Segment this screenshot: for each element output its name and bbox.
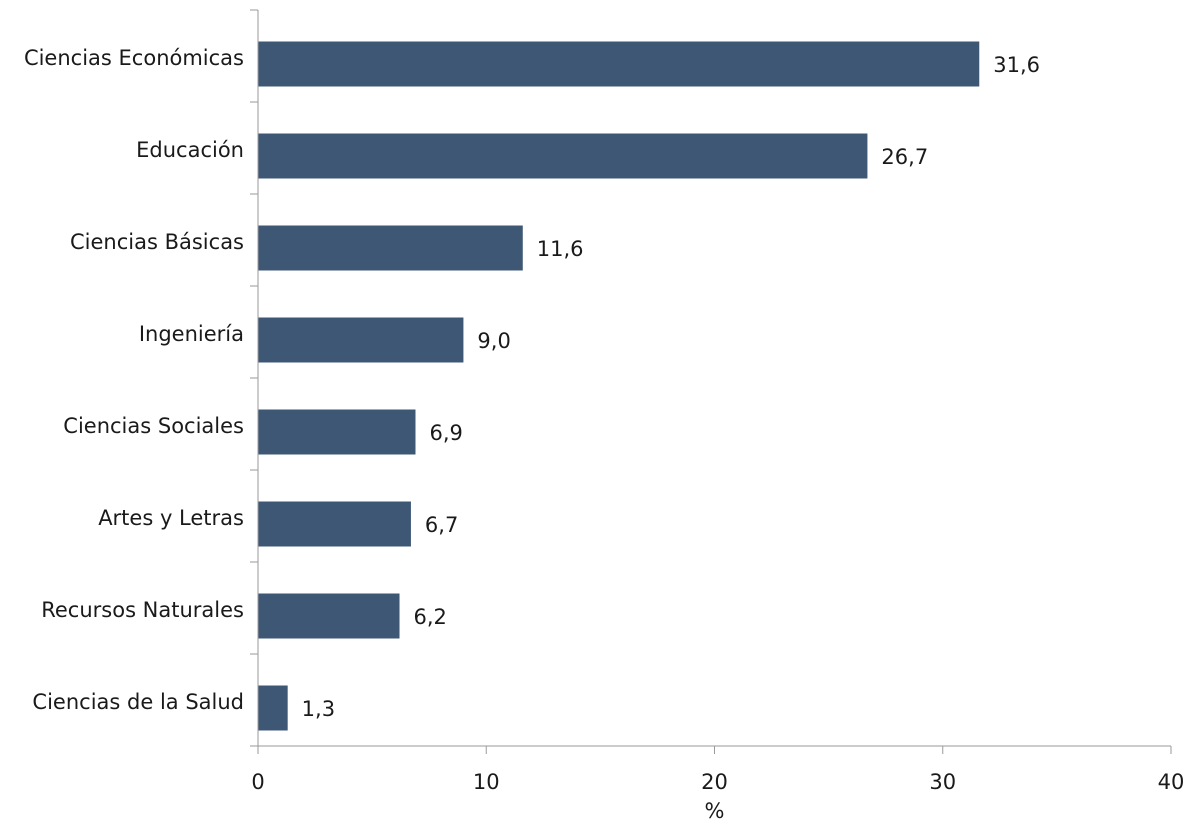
data-label: 6,9 [429, 421, 462, 445]
bar-5 [258, 409, 416, 455]
data-label: 31,6 [993, 53, 1040, 77]
labels-layer: Ciencias Económicas 31,6 Educación 26,7 Cien… [24, 46, 1184, 823]
x-tick-label: 30 [929, 770, 956, 794]
bar-6 [258, 501, 411, 547]
category-label: Ciencias de la Salud [32, 690, 244, 714]
x-tick-label: 0 [251, 770, 264, 794]
data-label: 6,2 [414, 605, 447, 629]
x-tick-label: 40 [1158, 770, 1185, 794]
category-label: Ciencias Básicas [70, 230, 244, 254]
bar-8 [258, 685, 288, 731]
data-label: 9,0 [477, 329, 510, 353]
data-label: 11,6 [537, 237, 584, 261]
data-label: 6,7 [425, 513, 458, 537]
data-label: 26,7 [881, 145, 928, 169]
x-tick-label: 20 [701, 770, 728, 794]
bar-4 [258, 317, 464, 363]
category-label: Ingeniería [139, 322, 244, 346]
x-tick-label: 10 [473, 770, 500, 794]
category-label: Ciencias Sociales [63, 414, 244, 438]
category-label: Ciencias Económicas [24, 46, 244, 70]
category-label: Recursos Naturales [41, 598, 244, 622]
bars-layer [258, 41, 980, 731]
category-label: Educación [136, 138, 244, 162]
bar-7 [258, 593, 400, 639]
bar-3 [258, 225, 523, 271]
axes-layer [250, 9, 1172, 754]
x-axis-title: % [705, 799, 725, 823]
bar-1 [258, 41, 980, 87]
data-label: 1,3 [302, 697, 335, 721]
category-label: Artes y Letras [98, 506, 244, 530]
bar-2 [258, 133, 868, 179]
